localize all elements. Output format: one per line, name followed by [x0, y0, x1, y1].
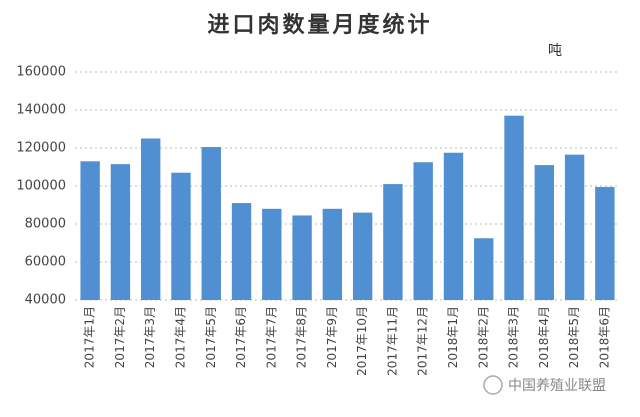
bar: [564, 154, 585, 300]
y-tick-label: 140000: [16, 103, 66, 118]
bar: [352, 212, 373, 300]
bar: [595, 186, 615, 300]
x-tick-label: 2017年4月: [173, 306, 187, 368]
x-tick-label: 2018年6月: [597, 306, 611, 368]
x-tick-label: 2017年12月: [416, 306, 430, 376]
bar: [534, 165, 554, 300]
x-tick-label: 2017年6月: [234, 306, 248, 368]
watermark: 中国养殖业联盟: [483, 375, 606, 395]
x-tick-label: 2017年11月: [385, 306, 399, 376]
x-tick-label: 2017年7月: [264, 306, 278, 368]
y-tick-label: 40000: [25, 293, 66, 308]
y-tick-label: 120000: [16, 141, 66, 156]
y-tick-label: 160000: [16, 65, 66, 80]
y-tick-label: 60000: [25, 255, 66, 270]
watermark-icon: [483, 375, 503, 395]
bar: [292, 215, 312, 300]
watermark-text: 中国养殖业联盟: [508, 377, 606, 394]
chart-title: 进口肉数量月度统计: [207, 12, 432, 38]
bar: [110, 164, 131, 300]
x-tick-label: 2018年5月: [567, 306, 581, 368]
x-tick-label: 2017年5月: [204, 306, 218, 368]
bar: [80, 161, 100, 300]
x-tick-label: 2017年8月: [295, 306, 309, 368]
bar: [443, 152, 464, 300]
bar: [231, 203, 252, 300]
bar: [413, 162, 433, 300]
bar: [262, 208, 282, 300]
bar: [322, 208, 343, 300]
y-tick-label: 80000: [25, 217, 66, 232]
x-tick-label: 2018年1月: [446, 306, 460, 368]
x-tick-label: 2017年1月: [83, 306, 97, 368]
bar: [171, 172, 191, 300]
x-tick-label: 2018年2月: [476, 306, 490, 368]
x-tick-label: 2017年3月: [143, 306, 157, 368]
bar: [141, 138, 161, 300]
bar: [504, 115, 524, 300]
x-tick-label: 2018年4月: [537, 306, 551, 368]
x-tick-label: 2017年9月: [325, 306, 339, 368]
x-tick-label: 2017年10月: [355, 306, 369, 376]
x-tick-label: 2017年2月: [113, 306, 127, 368]
y-tick-label: 100000: [16, 179, 66, 194]
x-tick-label: 2018年3月: [507, 306, 521, 368]
bar: [383, 184, 403, 300]
bar: [474, 238, 494, 300]
bar: [201, 147, 221, 300]
unit-label: 吨: [548, 43, 562, 59]
